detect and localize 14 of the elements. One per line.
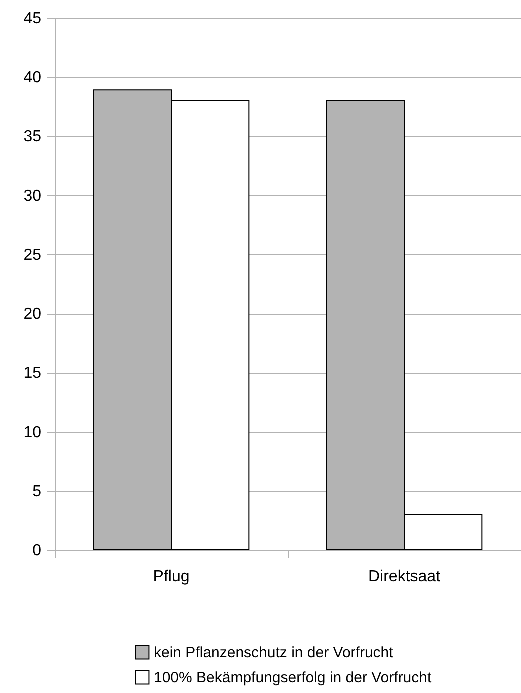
y-tick-label: 35 xyxy=(24,128,42,146)
legend-label: kein Pflanzenschutz in der Vorfrucht xyxy=(154,644,394,662)
y-tick-label: 30 xyxy=(24,188,42,205)
y-tick-label: 0 xyxy=(32,542,42,560)
legend-label: 100% Bekämpfungserfolg in der Vorfrucht xyxy=(154,670,432,686)
y-tick-label: 40 xyxy=(24,70,42,87)
x-tick-label: Pflug xyxy=(153,568,190,586)
y-tick-label: 45 xyxy=(24,10,42,28)
y-tick-label: 5 xyxy=(32,483,42,500)
y-tick-label: 15 xyxy=(24,365,42,382)
y-tick-label: 20 xyxy=(24,306,42,324)
y-tick-label: 25 xyxy=(24,246,42,264)
x-tick-label: Direktsaat xyxy=(368,568,442,586)
y-tick-label: 10 xyxy=(24,424,42,442)
